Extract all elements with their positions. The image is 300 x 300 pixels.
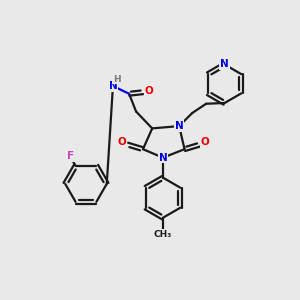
Text: N: N bbox=[109, 81, 117, 91]
Text: O: O bbox=[201, 137, 210, 147]
Text: CH₃: CH₃ bbox=[154, 230, 172, 239]
Text: O: O bbox=[118, 137, 127, 147]
Text: H: H bbox=[113, 75, 121, 84]
Text: N: N bbox=[220, 59, 229, 70]
Text: N: N bbox=[175, 121, 184, 131]
Text: N: N bbox=[159, 153, 167, 163]
Text: F: F bbox=[67, 152, 74, 161]
Text: O: O bbox=[145, 86, 154, 96]
